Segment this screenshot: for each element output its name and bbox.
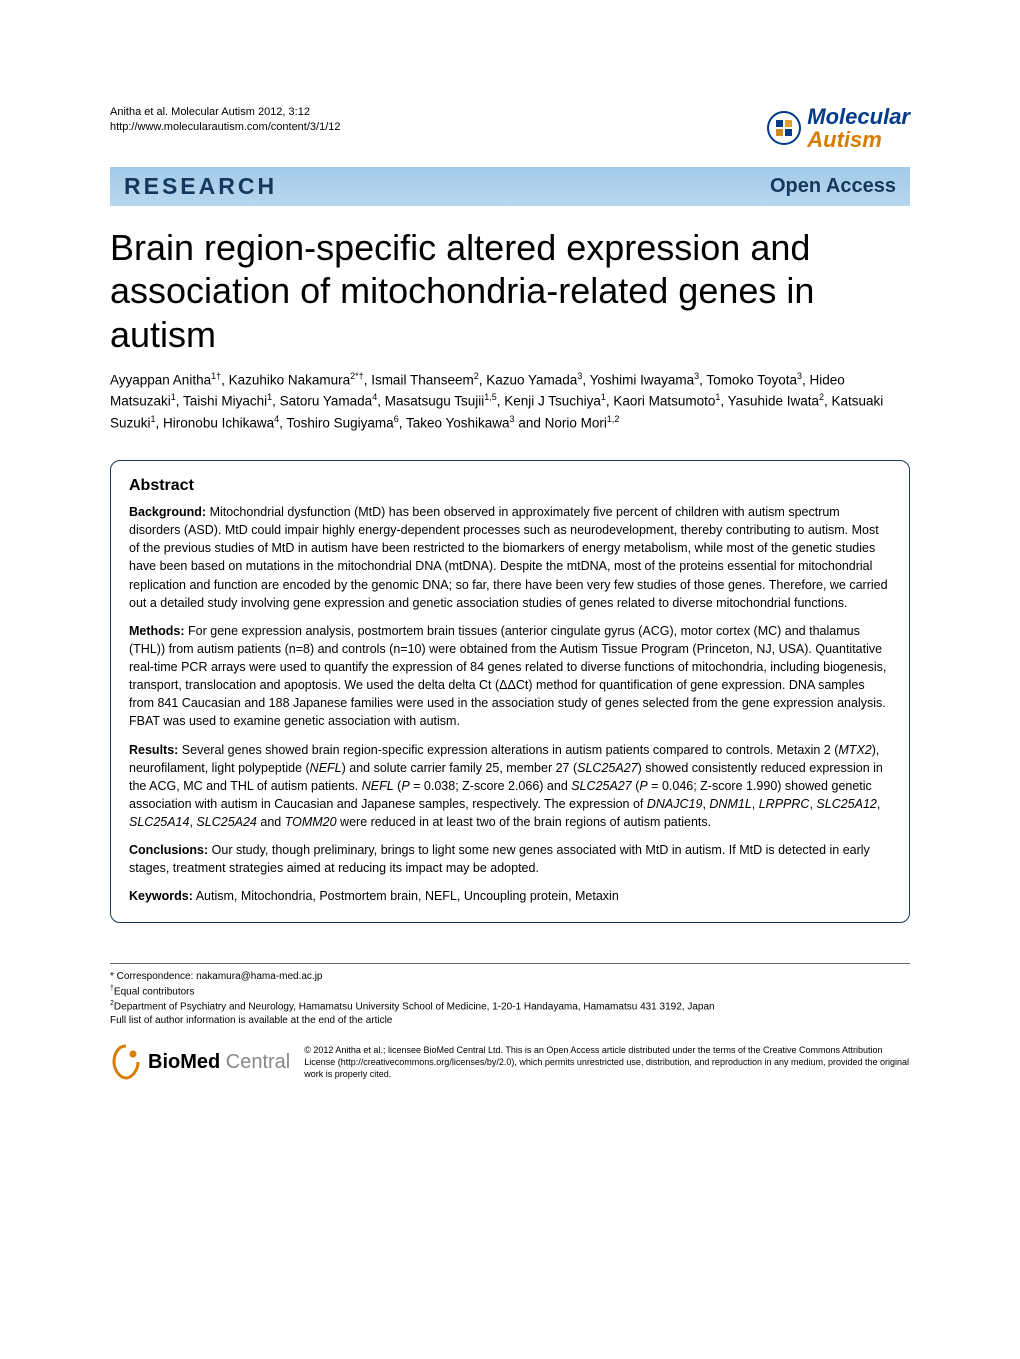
conclusions-label: Conclusions: — [129, 843, 208, 857]
running-header: Anitha et al. Molecular Autism 2012, 3:1… — [110, 105, 910, 151]
keywords-label: Keywords: — [129, 889, 193, 903]
abstract-heading: Abstract — [129, 477, 891, 495]
bmc-text: BioMed Central — [148, 1048, 290, 1076]
methods-label: Methods: — [129, 624, 185, 638]
journal-logo-text: Molecular Autism — [807, 105, 910, 151]
background-label: Background: — [129, 505, 206, 519]
correspondence-line: * Correspondence: nakamura@hama-med.ac.j… — [110, 970, 910, 984]
abstract-methods: Methods: For gene expression analysis, p… — [129, 622, 891, 731]
page-container: Anitha et al. Molecular Autism 2012, 3:1… — [0, 0, 1020, 1121]
abstract-conclusions: Conclusions: Our study, though prelimina… — [129, 841, 891, 877]
abstract-background: Background: Mitochondrial dysfunction (M… — [129, 503, 891, 612]
equal-contrib-line: ††Equal contributorsEqual contributors — [110, 984, 910, 999]
banner-bar: RESEARCH Open Access — [110, 167, 910, 206]
results-text: Several genes showed brain region-specif… — [129, 743, 883, 830]
biomed-central-logo: BioMed Central — [110, 1044, 290, 1080]
open-access-label: Open Access — [770, 175, 896, 198]
journal-logo: Molecular Autism — [767, 105, 910, 151]
license-text: © 2012 Anitha et al.; licensee BioMed Ce… — [304, 1044, 910, 1080]
abstract-box: Abstract Background: Mitochondrial dysfu… — [110, 460, 910, 923]
footer-block: * Correspondence: nakamura@hama-med.ac.j… — [110, 963, 910, 1081]
full-list-line: Full list of author information is avail… — [110, 1014, 910, 1028]
abstract-keywords: Keywords: Autism, Mitochondria, Postmort… — [129, 887, 891, 905]
citation-url: http://www.molecularautism.com/content/3… — [110, 120, 341, 135]
abstract-results: Results: Several genes showed brain regi… — [129, 741, 891, 832]
conclusions-text: Our study, though preliminary, brings to… — [129, 843, 870, 875]
methods-text: For gene expression analysis, postmortem… — [129, 624, 886, 729]
affiliation-line: 2Department of Psychiatry and Neurology,… — [110, 999, 910, 1014]
background-text: Mitochondrial dysfunction (MtD) has been… — [129, 505, 888, 610]
bmc-icon — [110, 1044, 142, 1080]
bmc-bold: BioMed — [148, 1051, 220, 1073]
results-label: Results: — [129, 743, 178, 757]
logo-word-molecular: Molecular — [807, 105, 910, 128]
article-title: Brain region-specific altered expression… — [110, 226, 910, 356]
citation-text: Anitha et al. Molecular Autism 2012, 3:1… — [110, 105, 341, 120]
bmc-light: Central — [220, 1051, 290, 1073]
article-type-label: RESEARCH — [124, 173, 277, 200]
journal-logo-icon — [767, 111, 801, 145]
author-list: Ayyappan Anitha1†, Kazuhiko Nakamura2*†,… — [110, 370, 910, 434]
keywords-text: Autism, Mitochondria, Postmortem brain, … — [193, 889, 619, 903]
footer-row: BioMed Central © 2012 Anitha et al.; lic… — [110, 1044, 910, 1080]
citation-block: Anitha et al. Molecular Autism 2012, 3:1… — [110, 105, 341, 136]
logo-word-autism: Autism — [807, 128, 910, 151]
